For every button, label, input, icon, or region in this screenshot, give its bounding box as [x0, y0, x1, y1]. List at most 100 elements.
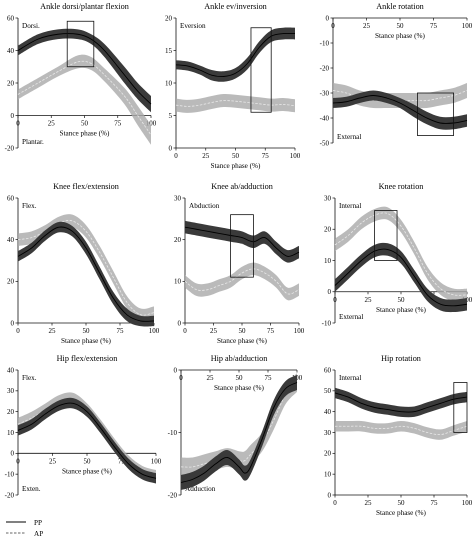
- x-tick-label: 25: [365, 499, 373, 507]
- y-tick-label: 0: [328, 288, 332, 296]
- significance-box: [453, 382, 468, 433]
- mean-line-pp: [175, 32, 296, 78]
- direction-label-top: Internal: [339, 202, 361, 210]
- direction-label-top: Abduction: [189, 202, 220, 210]
- x-tick-label: 25: [210, 327, 218, 335]
- x-tick-label: 50: [83, 327, 91, 335]
- x-tick-label: 0: [333, 296, 337, 304]
- x-tick-label: 100: [149, 327, 160, 335]
- y-tick-label: 0: [11, 450, 15, 458]
- panel-hip-ab: Hip ab/adduction -20 -10 00 25 50 75 100 Stance …: [168, 354, 303, 499]
- y-tick-label: -20: [168, 491, 178, 499]
- x-axis-label: Stance phase (%): [376, 306, 426, 314]
- x-tick-label: 50: [239, 327, 247, 335]
- y-tick-label: 10: [7, 429, 15, 437]
- panel-knee-rot: Knee rotation-1001020300255075100Stance …: [322, 182, 473, 327]
- y-tick-label: 20: [7, 278, 15, 286]
- y-tick-label: 60: [7, 194, 15, 202]
- y-tick-label: -20: [320, 64, 330, 72]
- significance-star: *: [259, 66, 263, 75]
- x-tick-label: 25: [363, 22, 371, 30]
- band-pp: [18, 28, 151, 113]
- x-tick-label: 25: [365, 296, 373, 304]
- y-tick-label: 60: [7, 14, 15, 22]
- y-tick-label: 0: [11, 319, 15, 327]
- x-tick-label: 50: [84, 457, 92, 465]
- mean-line-ap: [175, 100, 296, 107]
- x-tick-label: 75: [430, 22, 438, 30]
- band-ap: [18, 54, 151, 145]
- x-tick-label: 0: [183, 327, 187, 335]
- mean-line-pp: [334, 392, 468, 413]
- panel-title: Ankle ev/inversion: [204, 2, 267, 11]
- x-tick-label: 25: [49, 327, 57, 335]
- panel-title: Ankle rotation: [376, 2, 424, 11]
- x-tick-label: 75: [265, 374, 273, 382]
- panel-title: Hip rotation: [381, 354, 421, 363]
- band-pp: [335, 387, 467, 418]
- mean-line-pp: [17, 33, 152, 105]
- x-axis-label: Stance phase (%): [217, 337, 267, 345]
- significance-box: [374, 210, 398, 261]
- y-tick-label: 50: [324, 387, 332, 395]
- y-tick-label: 20: [324, 226, 332, 234]
- y-tick-label: 30: [7, 387, 15, 395]
- x-tick-label: 25: [207, 374, 215, 382]
- y-tick-label: 5: [169, 112, 173, 120]
- y-tick-label: 40: [7, 47, 15, 55]
- y-tick-label: 10: [174, 278, 182, 286]
- x-axis-label: Stance phase (%): [62, 467, 112, 475]
- mean-line-pp: [180, 382, 298, 483]
- x-tick-label: 75: [114, 120, 122, 128]
- x-axis-label: Stance phase (%): [375, 32, 425, 40]
- mean-line-ap: [180, 382, 298, 468]
- x-axis-label: Stance phase (%): [211, 162, 261, 170]
- x-tick-label: 0: [16, 120, 20, 128]
- y-tick-label: 30: [174, 194, 182, 202]
- x-tick-label: 100: [294, 327, 305, 335]
- y-tick-label: -50: [320, 139, 330, 147]
- mean-line-ap: [334, 425, 468, 436]
- y-tick-label: -10: [320, 39, 330, 47]
- y-tick-label: 10: [324, 471, 332, 479]
- y-tick-label: 0: [174, 366, 178, 374]
- x-tick-label: 0: [179, 374, 183, 382]
- x-tick-label: 100: [146, 120, 157, 128]
- band-ap: [333, 83, 467, 109]
- x-tick-label: 100: [462, 22, 473, 30]
- panel-ankle-df: Ankle dorsi/plantar flexion -20 0 20 40 60 0 25…: [5, 2, 157, 152]
- mean-line-pp: [334, 248, 468, 307]
- y-tick-label: 20: [7, 79, 15, 87]
- x-tick-label: 75: [262, 152, 270, 160]
- x-tick-label: 75: [267, 327, 275, 335]
- panel-hip-rot: Hip rotation 0 10 20 30 40 50 60 0 25 50 75 100 Stanc…: [324, 354, 473, 517]
- mean-line-ap: [17, 220, 155, 316]
- x-axis-label: Stance phase (%): [60, 130, 110, 138]
- direction-label-bottom: External: [339, 313, 363, 321]
- direction-label-top: Eversion: [180, 22, 206, 30]
- x-tick-label: 100: [462, 296, 473, 304]
- x-tick-label: 0: [333, 499, 337, 507]
- significance-box: [66, 20, 95, 68]
- x-tick-label: 50: [81, 120, 89, 128]
- mean-line-pp: [332, 95, 468, 124]
- x-tick-label: 50: [236, 374, 244, 382]
- x-tick-label: 75: [431, 499, 439, 507]
- direction-label-bottom: Plantar.: [22, 138, 44, 146]
- direction-label-top: Flex.: [22, 374, 37, 382]
- y-tick-label: 30: [324, 429, 332, 437]
- x-tick-label: 50: [397, 22, 405, 30]
- y-tick-label: 0: [328, 491, 332, 499]
- x-tick-label: 0: [16, 457, 20, 465]
- x-tick-label: 0: [16, 327, 20, 335]
- significance-box: [417, 92, 455, 136]
- mean-line-pp: [17, 402, 157, 479]
- direction-label-top: Dorsi.: [22, 22, 40, 30]
- direction-label-bottom: Adduction: [185, 485, 216, 493]
- y-tick-label: 0: [169, 144, 173, 152]
- y-tick-label: 0: [326, 14, 330, 22]
- x-tick-label: 100: [462, 499, 473, 507]
- y-tick-label: 10: [165, 79, 173, 87]
- x-tick-label: 25: [49, 457, 57, 465]
- legend-pp-label: PP: [34, 519, 42, 527]
